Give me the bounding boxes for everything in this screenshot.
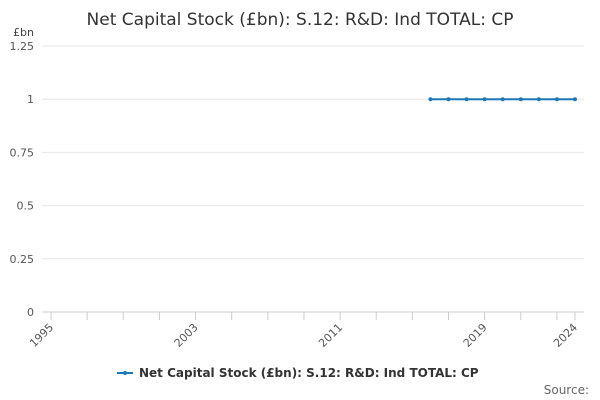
y-tick-label: 1 xyxy=(27,93,34,106)
y-axis-unit-label: £bn xyxy=(13,26,34,39)
y-tick-label: 0.5 xyxy=(17,200,35,213)
x-tick-label: 1995 xyxy=(27,321,56,350)
data-point xyxy=(536,97,541,102)
y-tick-label: 0.75 xyxy=(10,146,35,159)
y-axis: 0 0.25 0.5 0.75 1 1.25 xyxy=(10,40,35,319)
source-credit[interactable]: Source: xyxy=(544,383,589,397)
chart-title: Net Capital Stock (£bn): S.12: R&D: Ind … xyxy=(87,10,514,30)
data-point xyxy=(554,97,559,102)
x-tick-label: 2024 xyxy=(551,321,580,350)
y-tick-label: 0 xyxy=(27,306,34,319)
data-point xyxy=(518,97,523,102)
data-point xyxy=(572,97,577,102)
x-axis: 1995 2003 2011 2019 2024 xyxy=(27,311,584,350)
legend-item-label: Net Capital Stock (£bn): S.12: R&D: Ind … xyxy=(139,366,479,380)
data-point xyxy=(428,97,433,102)
x-tick-label: 2003 xyxy=(172,321,201,350)
y-tick-label: 0.25 xyxy=(10,253,35,266)
x-tick-label: 2011 xyxy=(316,321,345,350)
gridlines xyxy=(42,45,584,260)
data-point xyxy=(464,97,469,102)
series-layer xyxy=(428,97,577,102)
x-tick-label: 2019 xyxy=(461,321,490,350)
legend[interactable]: Net Capital Stock (£bn): S.12: R&D: Ind … xyxy=(117,366,479,380)
legend-point-marker xyxy=(123,371,127,375)
data-point xyxy=(446,97,451,102)
y-tick-label: 1.25 xyxy=(10,40,35,53)
data-point xyxy=(500,97,505,102)
data-point xyxy=(482,97,487,102)
